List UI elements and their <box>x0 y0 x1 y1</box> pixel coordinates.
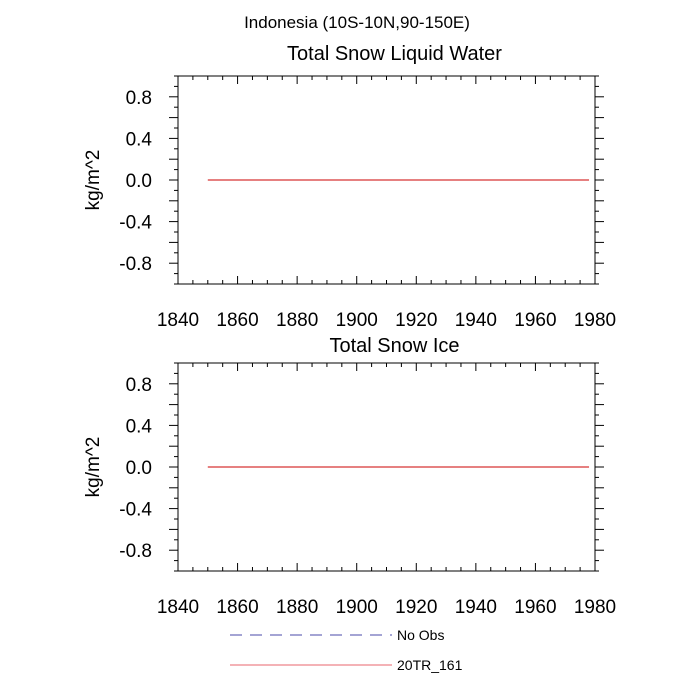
x-tick-label: 1980 <box>574 310 616 331</box>
panel-title: Total Snow Ice <box>329 335 459 357</box>
x-tick-label: 1920 <box>395 310 437 331</box>
y-tick-label: -0.4 <box>119 500 152 521</box>
x-tick-label: 1920 <box>395 597 437 618</box>
x-tick-label: 1860 <box>216 597 258 618</box>
figure-title: Indonesia (10S-10N,90-150E) <box>244 13 470 32</box>
x-tick-label: 1900 <box>336 597 378 618</box>
x-tick-label: 1940 <box>455 597 497 618</box>
x-tick-label: 1940 <box>455 310 497 331</box>
y-tick-label: -0.8 <box>119 541 152 562</box>
panel-title: Total Snow Liquid Water <box>287 43 502 65</box>
y-axis-label: kg/m^2 <box>83 150 104 211</box>
x-tick-label: 1880 <box>276 310 318 331</box>
y-tick-label: 0.0 <box>126 171 152 192</box>
x-tick-label: 1960 <box>514 310 556 331</box>
panel-snow-liquid-water: Total Snow Liquid Water kg/m^2 1840 1860 188… <box>83 43 616 331</box>
x-tick-label: 1960 <box>514 597 556 618</box>
x-tick-label: 1880 <box>276 597 318 618</box>
legend-label-no-obs: No Obs <box>397 627 444 643</box>
y-tick-label: -0.4 <box>119 213 152 234</box>
y-tick-label: 0.8 <box>126 88 152 109</box>
y-tick-label: 0.8 <box>126 375 152 396</box>
legend-label-20tr-161: 20TR_161 <box>397 657 463 673</box>
x-tick-label: 1840 <box>157 310 199 331</box>
panel-snow-ice: Total Snow Ice kg/m^2 1840 1860 1880 1900 1920… <box>83 335 616 618</box>
y-axis-label: kg/m^2 <box>83 437 104 498</box>
y-tick-label: -0.8 <box>119 254 152 275</box>
legend: No Obs 20TR_161 <box>230 627 463 673</box>
y-tick-label: 0.4 <box>126 129 153 150</box>
x-tick-label: 1980 <box>574 597 616 618</box>
x-tick-label: 1840 <box>157 597 199 618</box>
y-tick-label: 0.0 <box>126 458 152 479</box>
x-tick-label: 1860 <box>216 310 258 331</box>
y-tick-label: 0.4 <box>126 416 153 437</box>
x-tick-label: 1900 <box>336 310 378 331</box>
